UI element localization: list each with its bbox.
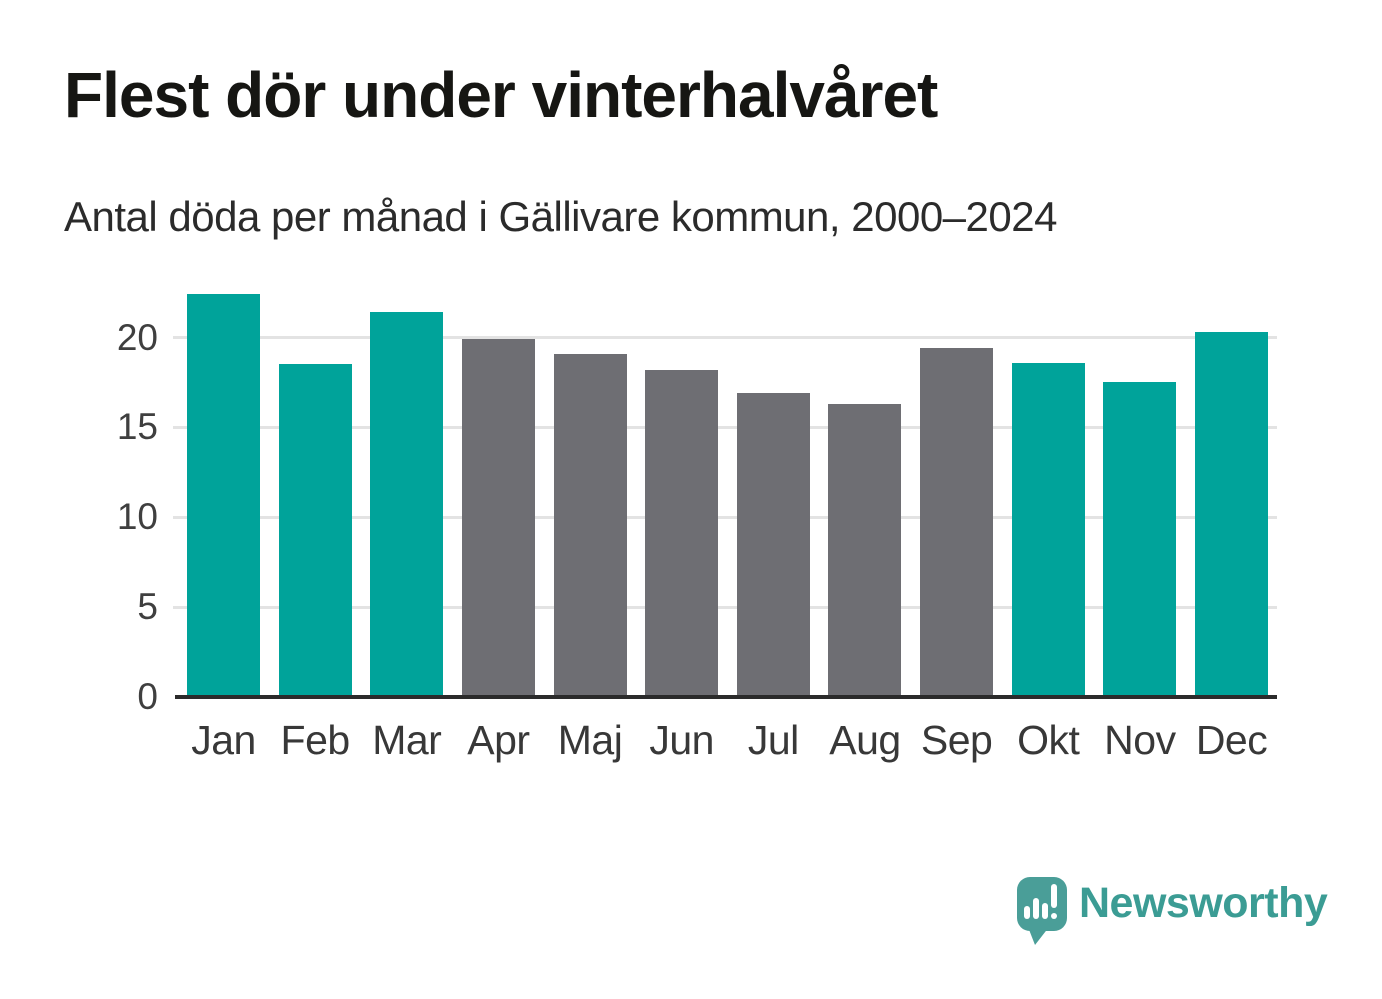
y-tick-label: 15 (116, 406, 158, 448)
gridline (173, 425, 1277, 429)
x-tick-label: Maj (557, 717, 623, 763)
bar-sep (920, 348, 994, 697)
bar-maj (553, 353, 627, 697)
bar-jan (187, 294, 260, 697)
plot-area (173, 280, 1277, 699)
chart-title: Flest dör under vinterhalvåret (64, 59, 938, 131)
bar-okt (1011, 362, 1085, 697)
x-tick-label: Jun (649, 717, 714, 763)
x-tick-label: Apr (467, 717, 530, 763)
gridline (173, 336, 1277, 339)
bar-jun (645, 369, 719, 697)
x-axis: Jan Feb Mar Apr Maj Jun Jul Aug Sep Okt Nov Dec (173, 712, 1277, 768)
bar-mar (370, 312, 444, 697)
x-tick-label: Okt (1017, 717, 1080, 763)
bar-chart-bubble-icon (1017, 877, 1067, 945)
x-tick-label: Sep (920, 717, 993, 763)
y-axis: 0 5 10 15 20 (55, 280, 158, 718)
y-tick-label: 20 (116, 316, 158, 358)
y-tick-label: 5 (137, 586, 158, 628)
x-tick-label: Jul (747, 717, 799, 763)
x-tick-label: Nov (1104, 717, 1176, 763)
x-tick-label: Feb (280, 717, 351, 763)
bar-aug (828, 404, 902, 697)
x-axis-line (175, 695, 1277, 699)
newsworthy-logo: Newsworthy (1017, 877, 1328, 949)
brand-name: Newsworthy (1079, 879, 1328, 927)
bar-nov (1103, 382, 1177, 697)
y-tick-label: 10 (116, 496, 158, 538)
x-tick-label: Mar (372, 717, 442, 763)
bar-dec (1195, 332, 1269, 697)
y-tick-label: 0 (137, 676, 158, 717)
bar-jul (736, 393, 810, 697)
bar-apr (461, 339, 535, 697)
x-tick-label: Jan (191, 717, 256, 763)
bar-feb (278, 364, 352, 697)
gridline (173, 605, 1277, 609)
x-tick-label: Dec (1195, 717, 1268, 763)
x-tick-label: Aug (829, 717, 901, 763)
gridline (173, 515, 1277, 519)
chart-subtitle: Antal döda per månad i Gällivare kommun,… (64, 193, 1057, 240)
